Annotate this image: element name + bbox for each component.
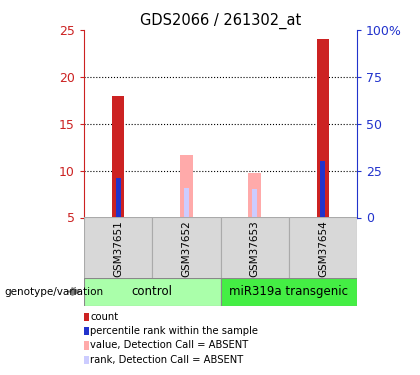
Title: GDS2066 / 261302_at: GDS2066 / 261302_at xyxy=(140,12,301,28)
Text: value, Detection Call = ABSENT: value, Detection Call = ABSENT xyxy=(90,340,248,350)
Text: control: control xyxy=(132,285,173,298)
Text: GSM37652: GSM37652 xyxy=(181,220,192,277)
Text: percentile rank within the sample: percentile rank within the sample xyxy=(90,326,258,336)
Bar xyxy=(320,161,325,218)
Text: GSM37654: GSM37654 xyxy=(318,220,328,277)
Text: count: count xyxy=(90,312,118,322)
Text: GSM37653: GSM37653 xyxy=(249,220,260,277)
Bar xyxy=(116,178,121,218)
Bar xyxy=(317,39,329,218)
Bar xyxy=(289,217,357,279)
Text: miR319a transgenic: miR319a transgenic xyxy=(229,285,348,298)
Bar xyxy=(84,217,152,279)
Text: genotype/variation: genotype/variation xyxy=(4,287,103,297)
Bar xyxy=(220,278,357,306)
Bar xyxy=(249,173,261,217)
Bar xyxy=(84,278,220,306)
Bar xyxy=(252,189,257,217)
Bar xyxy=(152,217,221,279)
Bar xyxy=(112,96,124,218)
Bar xyxy=(220,217,289,279)
Bar xyxy=(184,188,189,218)
Bar xyxy=(180,154,192,218)
Text: rank, Detection Call = ABSENT: rank, Detection Call = ABSENT xyxy=(90,355,243,364)
Text: GSM37651: GSM37651 xyxy=(113,220,123,277)
